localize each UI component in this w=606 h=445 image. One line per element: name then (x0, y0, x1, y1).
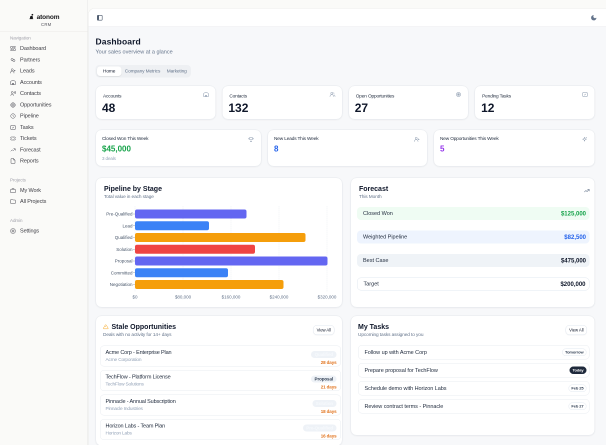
svg-text:$0: $0 (132, 295, 138, 300)
svg-text:Committed: Committed (111, 270, 133, 275)
svg-text:Pre-Qualified: Pre-Qualified (106, 212, 133, 217)
svg-text:Lead: Lead (122, 223, 133, 228)
svg-text:$240,000: $240,000 (270, 295, 289, 300)
svg-text:Qualified: Qualified (115, 235, 133, 240)
svg-text:Solution: Solution (116, 247, 133, 252)
svg-text:$160,000: $160,000 (222, 295, 241, 300)
svg-text:$320,000: $320,000 (318, 295, 337, 300)
svg-text:Negotiation: Negotiation (110, 282, 133, 287)
svg-text:$80,000: $80,000 (175, 295, 192, 300)
svg-text:Proposal: Proposal (115, 259, 133, 264)
